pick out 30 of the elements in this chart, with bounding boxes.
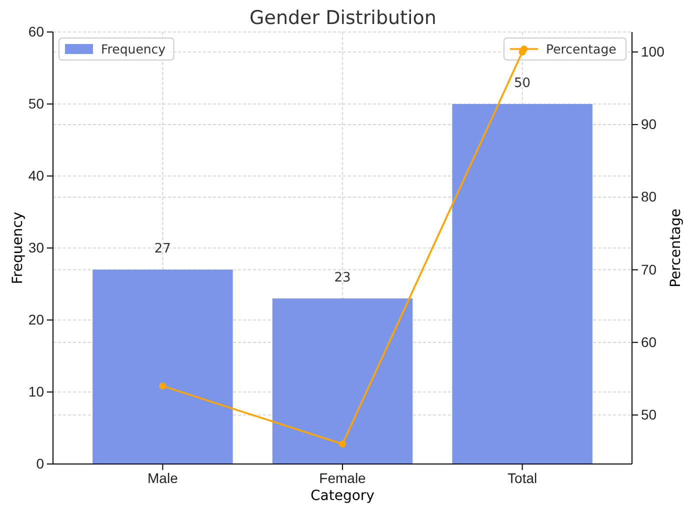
x-tick-label: Female [319, 470, 366, 486]
y-tick-label: 0 [36, 455, 44, 472]
y-tick-label: 30 [28, 239, 44, 256]
y-tick-label: 20 [28, 311, 44, 328]
y-tick-label: 40 [28, 167, 44, 184]
y-tick-label: 50 [28, 95, 44, 112]
legend-label: Percentage [546, 42, 617, 56]
y-axis-title: Frequency [10, 212, 26, 284]
y2-tick-label: 80 [641, 188, 657, 205]
chart-title: Gender Distribution [250, 7, 436, 29]
point [339, 440, 346, 448]
y2-tick-label: 60 [641, 334, 657, 350]
legend-label: Frequency [101, 42, 166, 56]
data-label: 27 [154, 242, 171, 257]
bar [92, 270, 233, 464]
x-tick-label: Total [508, 470, 538, 486]
x-axis-title: Category [310, 488, 374, 504]
bar [452, 104, 592, 464]
y2-tick-label: 90 [641, 116, 657, 132]
bar [272, 298, 413, 464]
point [159, 382, 166, 390]
y2-tick-label: 70 [641, 261, 657, 278]
y2-axis-title: Percentage [668, 208, 684, 288]
y-tick-label: 60 [28, 23, 44, 40]
x-tick-label: Male [148, 470, 178, 486]
y-tick-label: 10 [28, 383, 44, 400]
y2-tick-label: 50 [641, 406, 657, 422]
data-label: 23 [334, 270, 351, 286]
data-label: 50 [514, 76, 531, 91]
y2-tick-label: 100 [641, 43, 665, 60]
